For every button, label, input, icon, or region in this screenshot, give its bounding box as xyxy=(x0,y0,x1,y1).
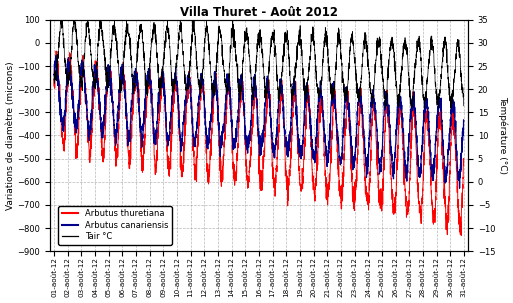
Y-axis label: Température (°C): Température (°C) xyxy=(498,96,507,175)
Legend: Arbutus thuretiana, Arbutus canariensis, Tair °C: Arbutus thuretiana, Arbutus canariensis,… xyxy=(58,206,172,245)
Y-axis label: Variations de diamètre (microns): Variations de diamètre (microns) xyxy=(6,61,14,210)
Title: Villa Thuret - Août 2012: Villa Thuret - Août 2012 xyxy=(180,5,338,18)
